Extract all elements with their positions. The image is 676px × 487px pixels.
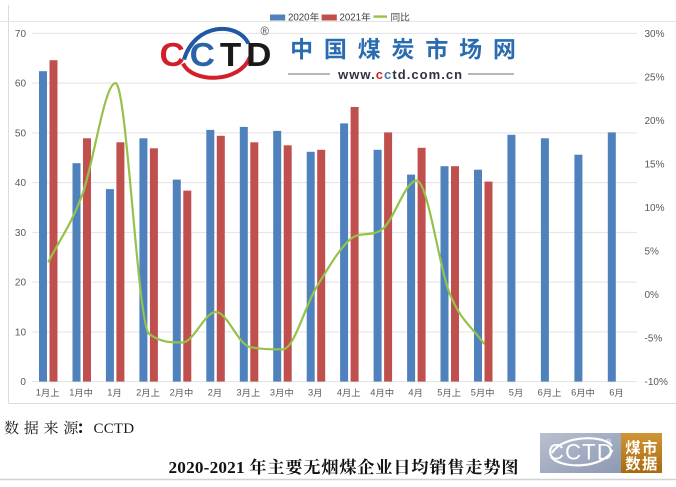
svg-text:3: 3 <box>270 387 275 397</box>
svg-text:3: 3 <box>237 387 242 397</box>
svg-text:30%: 30% <box>645 29 665 40</box>
svg-text:10: 10 <box>15 327 27 338</box>
svg-text:5: 5 <box>437 387 442 397</box>
svg-text:15%: 15% <box>645 160 665 171</box>
svg-text:40: 40 <box>15 178 27 189</box>
svg-text:2021: 2021 <box>340 12 362 23</box>
svg-text:0%: 0% <box>645 290 660 301</box>
svg-text:10%: 10% <box>645 203 665 214</box>
svg-text:30: 30 <box>15 228 27 239</box>
svg-text:3: 3 <box>308 387 313 397</box>
svg-text:50: 50 <box>15 128 27 139</box>
svg-text:®: ® <box>606 438 612 446</box>
svg-text:1: 1 <box>107 387 112 397</box>
svg-text:25%: 25% <box>645 72 665 83</box>
svg-text:2: 2 <box>136 387 141 397</box>
svg-text:2: 2 <box>170 387 175 397</box>
svg-text:2020: 2020 <box>288 12 310 23</box>
svg-text:www.cctd.com.cn: www.cctd.com.cn <box>337 67 463 82</box>
svg-text:4: 4 <box>408 387 413 397</box>
svg-text:2: 2 <box>208 387 213 397</box>
svg-text:4: 4 <box>337 387 342 397</box>
svg-text:5%: 5% <box>645 247 660 258</box>
svg-text:4: 4 <box>370 387 375 397</box>
svg-text:60: 60 <box>15 79 27 90</box>
svg-text:-5%: -5% <box>645 334 663 345</box>
svg-text:5: 5 <box>471 387 476 397</box>
svg-text:6: 6 <box>609 387 614 397</box>
svg-text:CCTD: CCTD <box>159 37 276 74</box>
svg-text:CCTD: CCTD <box>94 421 135 437</box>
svg-text:-10%: -10% <box>645 377 668 388</box>
svg-text:®: ® <box>261 26 270 38</box>
svg-text:6: 6 <box>538 387 543 397</box>
svg-text:1: 1 <box>36 387 41 397</box>
svg-text:6: 6 <box>571 387 576 397</box>
svg-text:0: 0 <box>20 377 26 388</box>
svg-text:1: 1 <box>69 387 74 397</box>
svg-text:5: 5 <box>509 387 514 397</box>
svg-text:20%: 20% <box>645 116 665 127</box>
svg-text:2020-2021: 2020-2021 <box>169 458 245 477</box>
svg-text:CCTD: CCTD <box>548 440 614 465</box>
svg-text:20: 20 <box>15 278 27 289</box>
svg-text:70: 70 <box>15 29 27 40</box>
